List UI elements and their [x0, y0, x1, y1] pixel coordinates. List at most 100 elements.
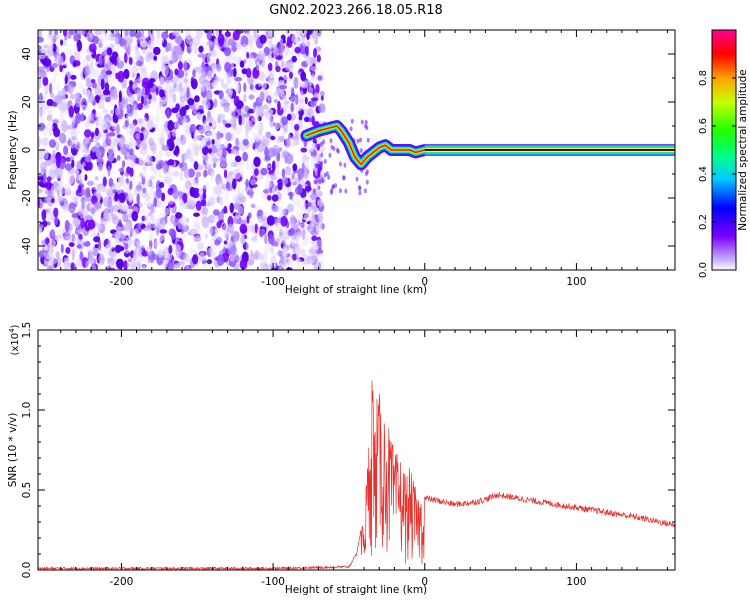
noise-blob [288, 255, 294, 267]
noise-blob [299, 81, 304, 88]
noise-blob [102, 108, 108, 115]
noise-blob [174, 122, 180, 129]
noise-blob [223, 140, 229, 149]
noise-blob [139, 40, 148, 48]
noise-blob [113, 204, 119, 213]
noise-blob [209, 227, 214, 236]
noise-blob [161, 219, 166, 228]
noise-blob [166, 108, 171, 119]
noise-blob [154, 154, 160, 165]
noise-blob [263, 61, 268, 70]
noise-blob [39, 81, 43, 88]
noise-blob [319, 90, 325, 97]
noise-blob [210, 59, 217, 70]
noise-blob [101, 132, 107, 142]
noise-blob [102, 176, 107, 187]
noise-blob [74, 98, 81, 108]
noise-blob [178, 162, 184, 168]
noise-blob [215, 140, 222, 150]
noise-blob [318, 179, 322, 184]
noise-blob [172, 189, 180, 200]
noise-blob [122, 160, 126, 168]
noise-blob [136, 193, 140, 206]
noise-blob [364, 171, 368, 177]
noise-blob [75, 134, 79, 146]
noise-blob [265, 131, 272, 139]
noise-blob [301, 222, 305, 227]
noise-blob [259, 34, 267, 44]
noise-blob [167, 261, 174, 270]
colorbar-tick-label: 0.4 [698, 166, 709, 182]
noise-blob [91, 213, 98, 218]
noise-blob [328, 152, 332, 158]
noise-blob [71, 233, 76, 242]
colorbar: 0.0 0.2 0.4 0.6 0.8 Normalized spectral ampl… [698, 29, 749, 278]
noise-blob [41, 210, 47, 221]
noise-blob [92, 181, 99, 191]
noise-blob [38, 250, 45, 258]
noise-blob [280, 60, 285, 69]
noise-blob [248, 94, 255, 100]
noise-blob [206, 140, 211, 146]
noise-blob [91, 264, 97, 270]
noise-blob [91, 82, 97, 89]
noise-blob [294, 46, 302, 54]
noise-blob [310, 213, 315, 225]
noise-blob [166, 138, 171, 147]
noise-blob [181, 217, 185, 223]
noise-blob [193, 212, 200, 217]
noise-blob [64, 219, 70, 232]
noise-blob [120, 234, 127, 240]
noise-blob [92, 245, 99, 257]
noise-blob [229, 244, 237, 256]
noise-blob [245, 242, 249, 250]
noise-blob [162, 55, 169, 67]
noise-blob [267, 109, 274, 114]
noise-blob [92, 35, 99, 45]
noise-blob [233, 168, 242, 180]
noise-blob [183, 152, 187, 162]
noise-blob [112, 36, 119, 47]
noise-blob [180, 200, 184, 206]
noise-blob [264, 146, 269, 158]
noise-blob [183, 77, 188, 84]
noise-blob [301, 162, 305, 170]
noise-blob [86, 31, 93, 43]
noise-blob [68, 242, 75, 248]
noise-blob [289, 94, 297, 106]
noise-blob [275, 65, 281, 73]
noise-blob [195, 171, 202, 178]
noise-blob [270, 135, 276, 141]
y-tick-label: -20 [21, 189, 33, 206]
y-tick-label: 0.5 [21, 482, 33, 499]
noise-blob [185, 32, 193, 40]
noise-blob [286, 36, 291, 46]
noise-blob [65, 48, 73, 56]
noise-blob [277, 100, 281, 111]
noise-blob [43, 44, 49, 49]
noise-blob [128, 193, 133, 204]
noise-blob [114, 191, 119, 202]
x-tick-label: 0 [421, 276, 428, 288]
noise-blob [44, 149, 49, 160]
colorbar-tick-label: 0.2 [698, 214, 709, 230]
noise-blob [140, 187, 148, 199]
noise-blob [224, 123, 232, 128]
noise-blob [261, 223, 266, 228]
y-tick-label: 1.5 [21, 322, 33, 339]
noise-blob [128, 136, 135, 144]
noise-blob [78, 82, 84, 90]
noise-blob [203, 169, 208, 178]
noise-blob [302, 196, 307, 203]
noise-blob [184, 71, 189, 78]
noise-blob [234, 76, 243, 82]
noise-blob [358, 190, 362, 196]
noise-blob [224, 31, 231, 38]
noise-blob [103, 207, 110, 220]
noise-blob [97, 100, 105, 110]
noise-blob [310, 147, 315, 153]
noise-blob [261, 211, 269, 221]
noise-blob [38, 176, 44, 181]
noise-blob [317, 160, 321, 166]
